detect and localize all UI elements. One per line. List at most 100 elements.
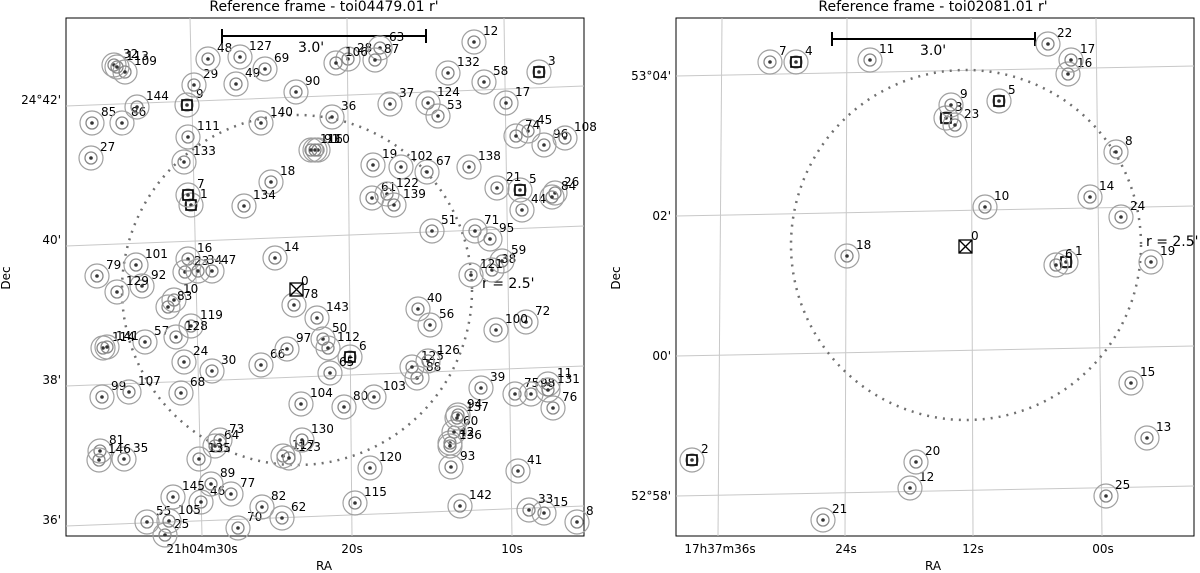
star-point: [218, 438, 222, 442]
star-outer-ring: [417, 312, 443, 338]
star-label: 67: [436, 154, 451, 168]
star-inner-ring: [515, 203, 529, 217]
star-inner-ring: [187, 78, 201, 92]
star-outer-ring: [1035, 31, 1061, 57]
star-inner-ring: [1059, 255, 1073, 269]
star-point: [467, 165, 471, 169]
star-point: [210, 369, 214, 373]
star-label: 133: [193, 144, 216, 158]
star-inner-ring: [191, 264, 205, 278]
star-outer-ring: [477, 226, 503, 252]
star-outer-ring: [89, 384, 115, 410]
star-label: 15: [553, 495, 568, 509]
star-label: 129: [126, 274, 149, 288]
star-inner-ring: [485, 263, 499, 277]
star-label: 130: [311, 422, 334, 436]
star-outer-ring: [288, 391, 314, 417]
star-label: 17: [1080, 42, 1095, 56]
star-inner-ring: [201, 52, 215, 66]
star-point: [516, 469, 520, 473]
star-point: [238, 55, 242, 59]
star-label: 95: [499, 221, 514, 235]
star-inner-ring: [1114, 210, 1128, 224]
star-point: [234, 82, 238, 86]
star-label: 77: [240, 476, 255, 490]
star-outer-ring: [1053, 249, 1079, 275]
left-target-label: 0: [301, 274, 309, 288]
star-point: [500, 259, 504, 263]
star-inner-ring: [287, 298, 301, 312]
star-point: [123, 70, 127, 74]
star-point: [353, 501, 357, 505]
star-point: [115, 65, 119, 69]
star-label: 87: [384, 42, 399, 56]
star-label: 6: [1065, 247, 1073, 261]
star-point: [473, 229, 477, 233]
star-outer-ring: [248, 110, 274, 136]
right-radius-label: r = 2.5': [1146, 234, 1199, 250]
star-point: [101, 346, 105, 350]
star-point: [315, 316, 319, 320]
star-outer-ring: [679, 447, 705, 473]
star-label: 3: [548, 54, 556, 68]
star-outer-ring: [415, 90, 441, 116]
star-outer-ring: [515, 118, 541, 144]
star-inner-ring: [174, 386, 188, 400]
star-point: [185, 103, 189, 107]
star-point: [575, 520, 579, 524]
star-label: 24: [1130, 199, 1145, 213]
left-y-axis-label: Dec: [0, 266, 13, 289]
star-inner-ring: [477, 75, 491, 89]
star-outer-ring: [207, 427, 233, 453]
star-inner-ring: [789, 55, 803, 69]
star-outer-ring: [252, 56, 278, 82]
star-inner-ring: [229, 77, 243, 91]
star-inner-ring: [367, 390, 381, 404]
left-plot-frame: [65, 17, 585, 537]
star-outer-ring: [116, 379, 142, 405]
star-label: 48: [217, 41, 232, 55]
star-outer-ring: [84, 263, 110, 289]
star-outer-ring: [269, 505, 295, 531]
star-label: 138: [478, 149, 501, 163]
star-label: 85: [101, 105, 116, 119]
star-label: 97: [296, 331, 311, 345]
star-point: [313, 148, 317, 152]
star-outer-ring: [513, 309, 539, 335]
star-point: [425, 170, 429, 174]
star-outer-ring: [388, 154, 414, 180]
star-point: [1046, 42, 1050, 46]
star-inner-ring: [90, 269, 104, 283]
star-label: 106: [345, 45, 368, 59]
star-inner-ring: [763, 55, 777, 69]
right-ra-tick-1: 24s: [835, 542, 857, 556]
star-point: [105, 345, 109, 349]
star-point: [330, 115, 334, 119]
star-inner-ring: [1124, 376, 1138, 390]
star-inner-ring: [122, 385, 136, 399]
star-outer-ring: [531, 500, 557, 526]
comparison-star-box: [940, 112, 952, 124]
star-inner-ring: [110, 60, 124, 74]
right-dec-tick-1: 02': [652, 209, 671, 223]
star-inner-ring: [483, 232, 497, 246]
star-point: [182, 160, 186, 164]
star-point: [542, 143, 546, 147]
right-ra-tick-2: 12s: [962, 542, 984, 556]
star-point: [520, 208, 524, 212]
left-x-axis-label: RA: [316, 559, 333, 573]
star-point: [186, 193, 190, 197]
star-label: 135: [208, 441, 231, 455]
star-inner-ring: [421, 354, 435, 368]
left-ra-tick-1: 20s: [341, 542, 363, 556]
star-label: 2: [701, 442, 709, 456]
star-inner-ring: [255, 500, 269, 514]
star-label: 25: [174, 517, 189, 531]
star-inner-ring: [329, 56, 343, 70]
star-inner-ring: [558, 131, 572, 145]
star-inner-ring: [903, 481, 917, 495]
star-label: 107: [138, 374, 161, 388]
star-label: 146: [108, 442, 131, 456]
star-inner-ring: [180, 98, 194, 112]
star-label: 5: [529, 172, 537, 186]
